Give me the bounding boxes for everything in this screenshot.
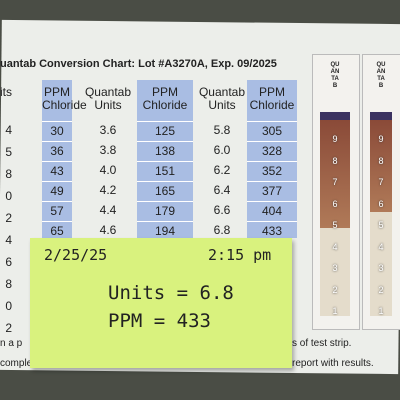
ppm-cell: 151 [137,161,193,178]
units-header: Quantab Units [84,85,132,112]
units-cell: 4.0 [99,163,117,177]
units-header: Quantab Units [198,85,246,112]
ppm-column [247,80,297,238]
strip-number: 7 [378,177,384,187]
strip-number: 4 [378,241,384,252]
units-cell: 4.2 [99,183,117,197]
sticky-note: 2/25/25 2:15 pm Units = 6.8 PPM = 433 [30,238,292,368]
ppm-cell: 165 [137,181,193,198]
units-cell: 4.6 [99,223,117,237]
units-cell: 5.8 [213,123,231,137]
strip-number: 9 [378,134,384,144]
units-header: its [0,85,12,99]
units-cell: 8 [5,167,12,181]
strip-number: 2 [332,284,338,295]
strip-scale [370,212,392,316]
units-cell: 4.4 [99,203,117,217]
conversion-table: its PPM Chloride 30 36 43 49 57 65 4 5 8 0 2 4 6 8 0 2 Qua… [0,80,297,335]
note-time: 2:15 pm [208,246,272,264]
units-cell: 6.6 [213,203,231,217]
units-cell: 6.0 [213,143,231,157]
strip-color [370,120,392,212]
footer-2: s of test strip. [292,338,352,349]
units-cell: 3.8 [99,143,117,157]
note-date: 2/25/25 [44,246,108,264]
units-cell: 0 [5,299,12,313]
footer-1: n a p [0,338,23,349]
ppm-header: PPM Chloride [142,85,188,112]
units-cell: 3.6 [99,123,117,137]
ppm-cell: 194 [137,221,193,238]
strip-number: 5 [378,220,384,230]
units-cell: 6.8 [213,223,231,237]
ppm-cell: 43 [42,161,72,178]
units-cell: 6.2 [213,163,231,177]
ppm-cell: 138 [137,141,193,158]
ppm-cell: 30 [42,121,72,138]
strip-number: 6 [378,198,384,209]
ppm-cell: 57 [42,201,72,218]
ppm-cell: 377 [247,181,297,198]
chart-title: uantab Conversion Chart: Lot #A3270A, Ex… [0,58,277,70]
strip-brand: QUANTAB [330,62,340,89]
ppm-header: PPM Chloride [249,85,295,112]
strip-number: 4 [332,241,338,252]
ppm-cell: 65 [42,221,72,238]
units-cell: 8 [5,277,12,291]
units-cell: 0 [5,189,12,203]
units-cell: 6.4 [213,183,231,197]
note-ppm: PPM = 433 [108,310,211,332]
strip-number: 7 [332,177,338,187]
ppm-cell: 404 [247,201,297,218]
strip-number: 8 [378,155,384,166]
units-cell: 5 [5,145,12,159]
strip-number: 9 [332,134,338,144]
strip-scale [320,228,350,316]
strip-number: 3 [332,263,338,273]
units-cell: 2 [5,211,12,225]
ppm-cell: 433 [247,221,297,238]
ppm-cell: 49 [42,181,72,198]
strip-number: 2 [378,284,384,295]
strip-number: 1 [378,306,384,316]
strip-brand: QUANTAB [376,62,386,89]
units-cell: 6 [5,255,12,269]
units-cell: 4 [5,123,12,137]
ppm-cell: 328 [247,141,297,158]
ppm-cell: 305 [247,121,297,138]
strip-number: 1 [332,306,338,316]
ppm-cell: 179 [137,201,193,218]
units-cell: 2 [5,321,12,335]
note-units: Units = 6.8 [108,282,234,304]
strip-number: 6 [332,198,338,209]
ppm-cell: 36 [42,141,72,158]
ppm-cell: 352 [247,161,297,178]
ppm-column [137,80,193,238]
footer-4: report with results. [292,358,374,369]
strip-number: 5 [332,220,338,230]
strip-number: 8 [332,155,338,166]
strip-cap [320,112,350,120]
strip-number: 3 [378,263,384,273]
units-cell: 4 [5,233,12,247]
ppm-column [42,80,72,238]
strip-color [320,120,350,228]
strip-cap [370,112,392,120]
ppm-cell: 125 [137,121,193,138]
